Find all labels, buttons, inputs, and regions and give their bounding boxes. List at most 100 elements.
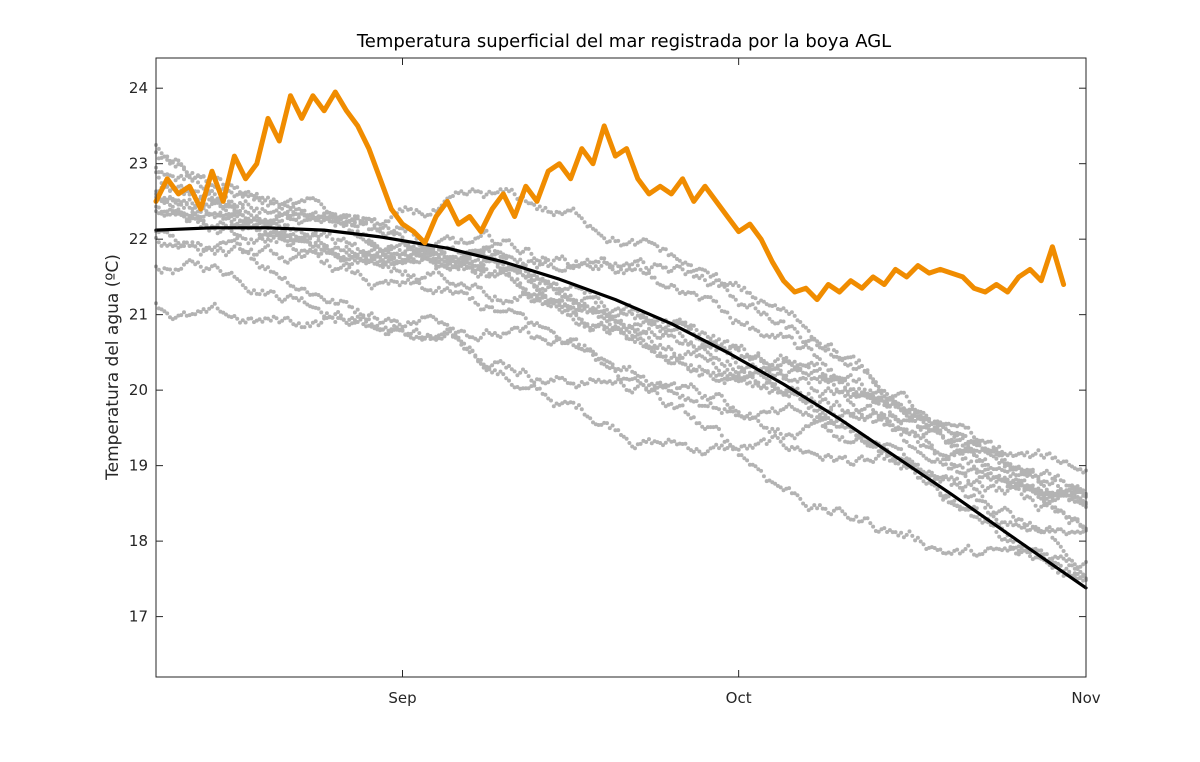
historical-point bbox=[1050, 505, 1055, 510]
historical-point bbox=[935, 457, 940, 462]
historical-point bbox=[336, 255, 341, 260]
historical-point bbox=[249, 316, 254, 321]
historical-point bbox=[932, 459, 937, 464]
historical-point bbox=[462, 260, 467, 265]
historical-point bbox=[263, 220, 268, 225]
historical-point bbox=[540, 291, 545, 295]
historical-point bbox=[801, 412, 806, 417]
historical-point bbox=[792, 313, 797, 318]
historical-point bbox=[554, 304, 559, 309]
historical-point bbox=[602, 304, 607, 309]
historical-point bbox=[563, 292, 567, 297]
historical-point bbox=[686, 367, 691, 372]
historical-point bbox=[918, 475, 923, 480]
historical-point bbox=[515, 325, 520, 330]
historical-point bbox=[168, 188, 172, 193]
historical-point bbox=[803, 342, 808, 347]
historical-point bbox=[652, 275, 657, 280]
historical-point bbox=[386, 226, 391, 231]
historical-point bbox=[501, 238, 506, 243]
historical-point bbox=[481, 331, 486, 336]
historical-point bbox=[851, 366, 856, 371]
historical-point bbox=[1028, 554, 1032, 559]
historical-point bbox=[868, 521, 873, 526]
historical-point bbox=[1050, 481, 1055, 486]
historical-point bbox=[464, 291, 469, 296]
historical-point bbox=[355, 269, 360, 274]
historical-point bbox=[288, 238, 293, 243]
historical-point bbox=[610, 264, 615, 269]
historical-point bbox=[896, 401, 901, 406]
historical-point bbox=[605, 421, 609, 426]
historical-point bbox=[809, 404, 814, 409]
historical-point bbox=[750, 384, 755, 389]
historical-point bbox=[198, 264, 203, 269]
historical-point bbox=[282, 275, 287, 280]
historical-point bbox=[840, 413, 845, 418]
historical-point bbox=[476, 264, 481, 268]
historical-point bbox=[745, 354, 750, 359]
historical-point bbox=[607, 366, 612, 371]
historical-point bbox=[324, 300, 329, 305]
y-tick-label: 21 bbox=[129, 306, 148, 324]
historical-point bbox=[271, 230, 276, 235]
historical-point bbox=[700, 395, 705, 400]
historical-point bbox=[355, 247, 360, 251]
historical-point bbox=[193, 175, 198, 180]
historical-point bbox=[983, 488, 988, 493]
historical-point bbox=[274, 240, 279, 245]
historical-point bbox=[507, 378, 511, 383]
historical-point bbox=[823, 373, 828, 378]
historical-point bbox=[901, 463, 906, 468]
historical-point bbox=[187, 197, 192, 202]
historical-point bbox=[319, 251, 324, 256]
historical-point bbox=[823, 413, 828, 418]
historical-point bbox=[431, 291, 436, 296]
historical-point bbox=[428, 212, 433, 217]
historical-point bbox=[229, 199, 234, 204]
historical-point bbox=[1078, 576, 1083, 581]
historical-point bbox=[972, 464, 976, 469]
historical-point bbox=[649, 441, 654, 446]
historical-point bbox=[282, 211, 287, 216]
historical-point bbox=[677, 264, 682, 269]
historical-point bbox=[274, 221, 279, 226]
historical-point bbox=[481, 289, 486, 294]
historical-point bbox=[1042, 455, 1046, 460]
historical-point bbox=[400, 235, 405, 240]
historical-point bbox=[549, 283, 553, 288]
historical-point bbox=[1075, 484, 1080, 489]
historical-point bbox=[243, 237, 248, 241]
historical-point bbox=[478, 361, 483, 366]
historical-point bbox=[1042, 499, 1046, 504]
historical-point bbox=[1053, 455, 1058, 460]
historical-point bbox=[943, 427, 948, 431]
historical-point bbox=[876, 401, 881, 406]
historical-point bbox=[588, 223, 593, 228]
historical-point bbox=[893, 393, 898, 398]
historical-point bbox=[610, 267, 615, 272]
historical-point bbox=[739, 378, 744, 383]
historical-point bbox=[218, 269, 223, 273]
historical-point bbox=[633, 242, 637, 247]
historical-point bbox=[616, 374, 621, 379]
historical-point bbox=[473, 282, 478, 287]
historical-point bbox=[495, 262, 500, 267]
historical-point bbox=[470, 240, 475, 244]
historical-point bbox=[745, 446, 750, 451]
historical-point bbox=[243, 286, 248, 290]
historical-point bbox=[170, 174, 175, 179]
historical-point bbox=[557, 307, 562, 312]
historical-point bbox=[397, 269, 402, 274]
historical-point bbox=[899, 466, 904, 471]
historical-point bbox=[795, 493, 800, 498]
historical-point bbox=[955, 476, 960, 481]
historical-point bbox=[512, 192, 517, 197]
historical-point bbox=[459, 237, 464, 242]
historical-point bbox=[1016, 478, 1021, 483]
historical-point bbox=[431, 248, 436, 253]
historical-point bbox=[182, 177, 186, 182]
historical-point bbox=[602, 316, 607, 321]
historical-point bbox=[501, 372, 506, 377]
historical-point bbox=[535, 207, 539, 212]
